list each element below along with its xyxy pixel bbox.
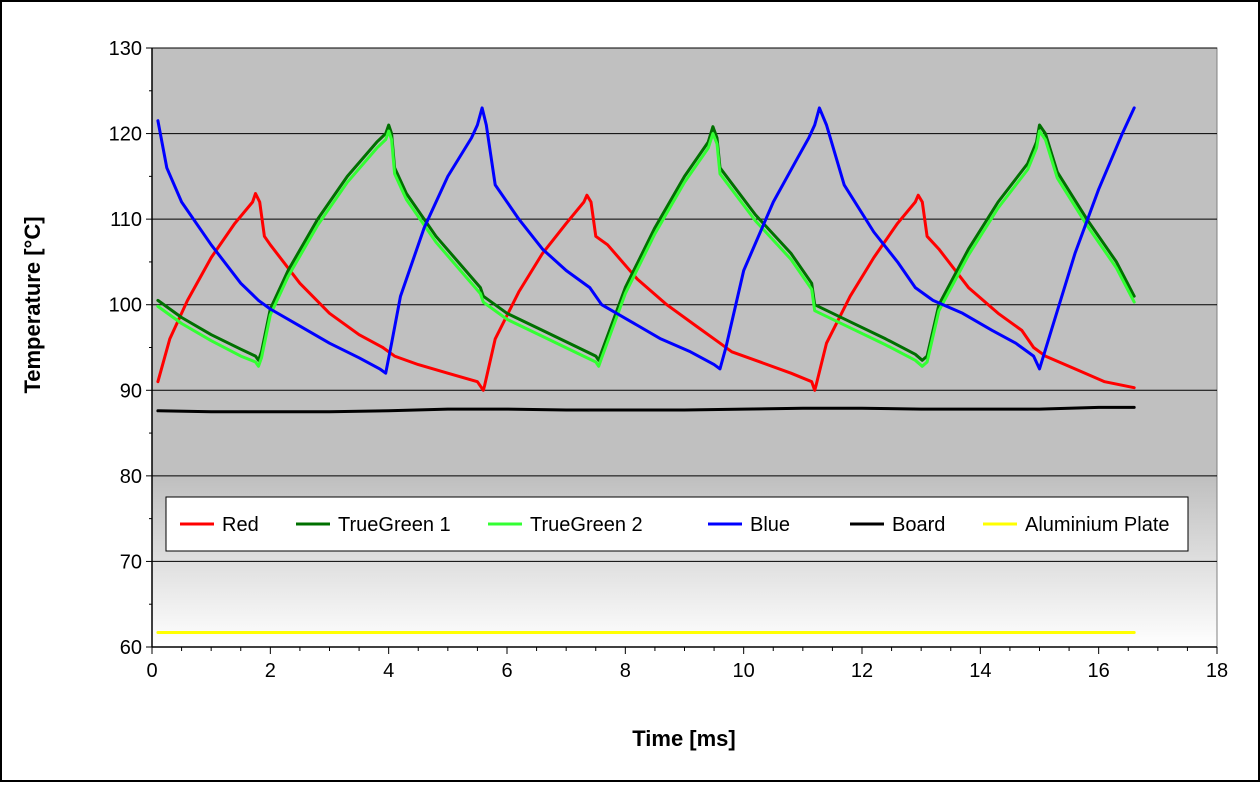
- legend-label-red: Red: [222, 514, 259, 536]
- series-layer: [156, 106, 1136, 634]
- x-tick-label: 2: [265, 660, 276, 682]
- x-tick-label: 14: [969, 660, 991, 682]
- legend-label-truegreen-2: TrueGreen 2: [530, 514, 643, 536]
- x-tick-label: 6: [501, 660, 512, 682]
- x-tick-label: 16: [1088, 660, 1110, 682]
- x-tick-label: 10: [733, 660, 755, 682]
- legend-label-blue: Blue: [750, 514, 790, 536]
- y-tick-label: 100: [109, 295, 142, 317]
- series-line-board: [156, 405, 1136, 414]
- y-tick-label: 90: [120, 380, 142, 402]
- y-tick-label: 70: [120, 551, 142, 573]
- y-tick-label: 60: [120, 637, 142, 659]
- legend: Red TrueGreen 1 TrueGreen 2 Blue Board Alumin…: [165, 496, 1189, 552]
- x-tick-label: 8: [620, 660, 631, 682]
- x-tick-label: 0: [146, 660, 157, 682]
- legend-box: [165, 496, 1189, 552]
- tick-labels: 60 70 80 90 100 110 120 130 0 2 4 6 8 10 12 14 16 18: [109, 38, 1229, 682]
- y-tick-label: 120: [109, 124, 142, 146]
- y-tick-label: 80: [120, 466, 142, 488]
- x-tick-label: 4: [383, 660, 394, 682]
- y-tick-label: 130: [109, 38, 142, 60]
- legend-label-aluminium-plate: Aluminium Plate: [1025, 514, 1170, 536]
- x-tick-label: 18: [1206, 660, 1228, 682]
- x-tick-label: 12: [851, 660, 873, 682]
- series-line-blue: [156, 106, 1136, 375]
- y-tick-label: 110: [110, 209, 142, 231]
- series-line-truegreen-1: [156, 123, 1136, 362]
- plot-area: [151, 47, 1218, 648]
- series-line-truegreen-2: [156, 129, 1136, 368]
- legend-label-board: Board: [892, 514, 945, 536]
- x-axis-label: Time [ms]: [632, 726, 736, 751]
- legend-label-truegreen-1: TrueGreen 1: [338, 514, 451, 536]
- series-line-red: [156, 192, 1136, 392]
- axes: [146, 47, 1218, 654]
- y-axis-label: Temperature [°C]: [20, 216, 45, 393]
